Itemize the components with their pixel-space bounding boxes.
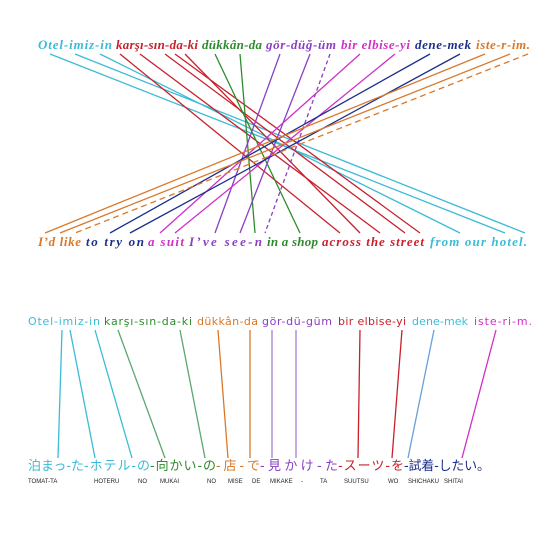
bottom-turkish: Otel-imiz-in karşı-sın-da-ki dükkân-da g… (28, 315, 532, 328)
segment: 泊まっ-た (28, 459, 84, 474)
token: MIKAKE (270, 479, 293, 485)
token: MISE (228, 479, 243, 485)
link (217, 329, 229, 459)
token: WO (388, 479, 399, 485)
bottom-links (57, 329, 497, 459)
token: SHITAI (444, 479, 463, 485)
word: I’d like (37, 234, 81, 249)
top-links (44, 53, 529, 234)
word: iste-r-im. (476, 37, 530, 52)
link (461, 329, 497, 459)
link (239, 53, 311, 234)
word: dene-mek (412, 315, 469, 328)
token: NO (207, 479, 216, 485)
word: karşı-sın-da-ki (116, 37, 198, 52)
bottom-japanese: 泊まっ-た -ホテル-の -向かい-の -店-で -見かけ-た -スーツ-を -… (28, 458, 490, 474)
word: across the street (322, 234, 424, 249)
token: NO (138, 479, 147, 485)
token: MUKAI (160, 479, 179, 485)
token: HOTERU (94, 479, 119, 485)
link (391, 329, 403, 459)
link (184, 53, 361, 234)
link (214, 53, 301, 234)
token: TOMAT-TA (28, 479, 57, 485)
romanization: TOMAT-TA HOTERU NO MUKAI NO MISE DE MIKA… (28, 479, 463, 485)
link (99, 53, 461, 234)
token: SHICHAKU (408, 479, 439, 485)
word: in a shop (267, 234, 319, 249)
word: dene-mek (415, 37, 472, 52)
word: iste-ri-m. (474, 315, 532, 328)
link (407, 329, 435, 459)
token: DE (252, 479, 260, 485)
link (94, 329, 133, 459)
token: SUUTSU (344, 479, 369, 485)
link (44, 53, 486, 234)
word: gör-dü-güm (262, 315, 332, 328)
segment: -ホテル-の (84, 459, 150, 474)
link (159, 53, 361, 234)
top-english: I’d like to try on a suit I’ve see-n in … (37, 234, 527, 249)
link (49, 53, 506, 234)
link (129, 53, 461, 234)
segment: -試着-したい。 (404, 458, 490, 474)
link (179, 329, 206, 459)
word: dükkân-da (197, 315, 258, 328)
link (57, 329, 63, 459)
word: Otel-imiz-in (28, 315, 100, 328)
token: - (301, 479, 303, 485)
top-turkish: Otel-imiz-in karşı-sın-da-ki dükkân-da g… (38, 37, 530, 52)
word: dükkân-da (202, 37, 263, 52)
link (74, 53, 529, 234)
link (109, 53, 431, 234)
link (357, 329, 361, 459)
link (69, 329, 96, 459)
link (214, 53, 281, 234)
link (117, 329, 166, 459)
word: from our hotel. (430, 234, 527, 249)
word: karşı-sın-da-ki (104, 315, 192, 328)
link (119, 53, 341, 234)
segment: -向かい-の (150, 458, 216, 474)
word: bir elbise-yi (338, 315, 406, 328)
link (264, 53, 331, 234)
word: bir elbise-yi (341, 37, 410, 52)
segment: -スーツ-を (338, 459, 404, 474)
word: Otel-imiz-in (38, 37, 112, 52)
link (59, 53, 511, 234)
token: TA (320, 479, 327, 485)
word: gör-düğ-üm (265, 37, 336, 52)
word: a suit (148, 234, 184, 249)
word: I’ve see-n (188, 234, 262, 249)
link (174, 53, 421, 234)
